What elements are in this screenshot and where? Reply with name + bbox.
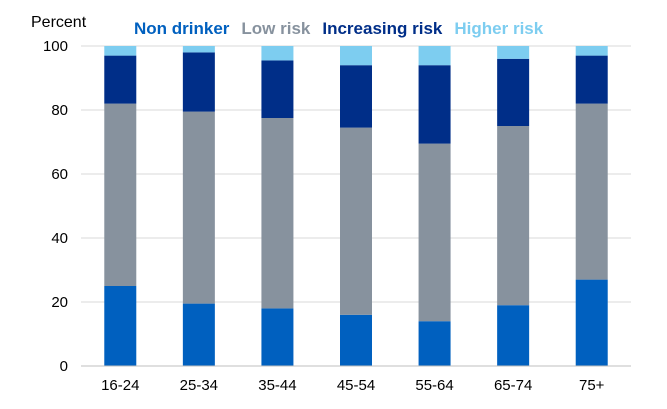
bar-45-54-higher-risk xyxy=(340,46,372,66)
bar-55-64-low-risk xyxy=(418,143,451,322)
bar-75-increasing-risk xyxy=(575,55,608,104)
bar-35-44-increasing-risk xyxy=(261,60,294,118)
bar-16-24-higher-risk xyxy=(104,46,137,56)
x-tick-25-34: 25-34 xyxy=(180,377,218,394)
bar-25-34-higher-risk xyxy=(182,46,215,53)
bar-25-34-increasing-risk xyxy=(182,52,215,112)
x-axis-ticks: 16-24 25-34 35-44 45-54 55-64 65-74 75+ xyxy=(101,377,605,394)
x-tick-35-44: 35-44 xyxy=(258,377,296,394)
x-tick-55-64: 55-64 xyxy=(415,377,453,394)
legend: Non drinker Low risk Increasing risk Higher… xyxy=(134,19,544,38)
legend-non-drinker: Non drinker xyxy=(134,19,230,38)
bar-35-44-non-drinker xyxy=(261,308,294,366)
y-tick-0: 0 xyxy=(60,358,68,375)
y-tick-20: 20 xyxy=(51,294,68,311)
bar-55-64-increasing-risk xyxy=(418,65,451,144)
bar-45-54-non-drinker xyxy=(340,314,372,366)
bar-65-74-increasing-risk xyxy=(497,58,530,126)
y-tick-60: 60 xyxy=(51,166,68,183)
x-tick-65-74: 65-74 xyxy=(494,377,532,394)
legend-low-risk: Low risk xyxy=(241,19,311,38)
y-axis-ticks: 0 20 40 60 80 100 xyxy=(43,38,68,375)
bar-16-24-non-drinker xyxy=(104,286,137,366)
bar-65-74-higher-risk xyxy=(497,46,530,59)
y-axis-label: Percent xyxy=(31,14,87,31)
legend-higher-risk: Higher risk xyxy=(454,19,543,38)
bar-25-34-non-drinker xyxy=(182,303,215,366)
bar-75-higher-risk xyxy=(575,46,608,56)
y-tick-40: 40 xyxy=(51,230,68,247)
bar-75-low-risk xyxy=(575,103,608,280)
bar-65-74-non-drinker xyxy=(497,305,530,366)
bar-75-non-drinker xyxy=(575,279,608,366)
bars xyxy=(104,46,608,366)
bar-55-64-non-drinker xyxy=(418,321,451,366)
bar-16-24-increasing-risk xyxy=(104,55,137,104)
x-tick-16-24: 16-24 xyxy=(101,377,139,394)
legend-increasing-risk: Increasing risk xyxy=(322,19,443,38)
bar-45-54-increasing-risk xyxy=(340,65,372,128)
bar-25-34-low-risk xyxy=(182,111,215,304)
bar-65-74-low-risk xyxy=(497,126,530,306)
bar-16-24-low-risk xyxy=(104,103,137,286)
y-tick-80: 80 xyxy=(51,102,68,119)
x-tick-75: 75+ xyxy=(579,377,605,394)
bar-55-64-higher-risk xyxy=(418,46,451,66)
bar-45-54-low-risk xyxy=(340,127,372,315)
x-tick-45-54: 45-54 xyxy=(337,377,375,394)
y-tick-100: 100 xyxy=(43,38,68,55)
bar-35-44-low-risk xyxy=(261,118,294,309)
bar-35-44-higher-risk xyxy=(261,46,294,61)
